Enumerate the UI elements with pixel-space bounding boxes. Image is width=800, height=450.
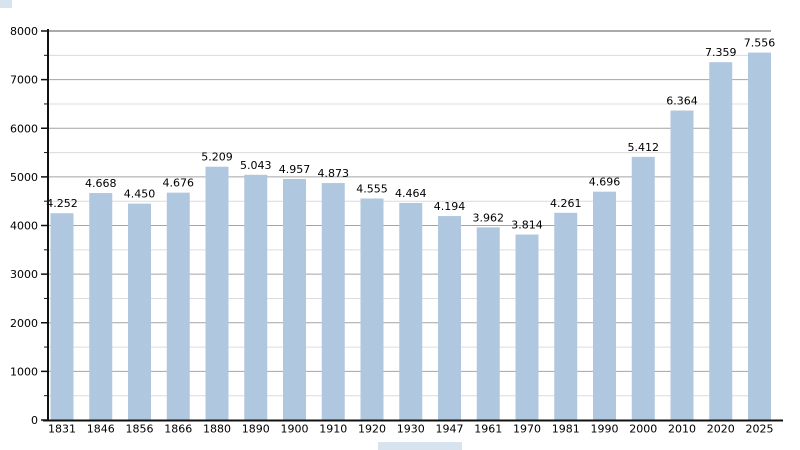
y-tick-label: 8000 bbox=[10, 25, 38, 38]
bar bbox=[50, 213, 74, 420]
bar-value-label: 3.814 bbox=[511, 219, 543, 232]
x-tick-label: 2010 bbox=[668, 423, 696, 436]
bar-value-label: 5.209 bbox=[201, 151, 233, 164]
x-tick-label: 1981 bbox=[552, 423, 580, 436]
bar-value-label: 4.194 bbox=[434, 200, 466, 213]
bar bbox=[670, 110, 694, 420]
bar bbox=[128, 203, 151, 420]
x-tick-label: 2020 bbox=[707, 423, 735, 436]
x-tick-label: 1831 bbox=[48, 423, 76, 436]
y-tick-label: 7000 bbox=[10, 74, 38, 87]
bar-value-label: 4.873 bbox=[318, 167, 350, 180]
y-tick-label: 2000 bbox=[10, 317, 38, 330]
x-tick-label: 1890 bbox=[242, 423, 270, 436]
bar-value-label: 5.043 bbox=[240, 159, 272, 172]
bar bbox=[593, 191, 616, 420]
bar bbox=[554, 212, 578, 420]
bar bbox=[321, 183, 345, 420]
bar-value-label: 4.676 bbox=[163, 177, 195, 190]
bar bbox=[748, 52, 771, 420]
bar-value-label: 4.252 bbox=[46, 197, 78, 210]
y-tick-label: 6000 bbox=[10, 122, 38, 135]
bar bbox=[631, 156, 655, 421]
x-tick-label: 1970 bbox=[513, 423, 541, 436]
y-tick-label: 1000 bbox=[10, 365, 38, 378]
bar-value-label: 4.957 bbox=[279, 163, 311, 176]
bar bbox=[205, 166, 229, 420]
bar-value-label: 4.696 bbox=[589, 176, 621, 189]
bar-value-label: 7.359 bbox=[705, 46, 737, 59]
y-tick-label: 0 bbox=[31, 414, 38, 427]
bar bbox=[244, 174, 268, 420]
bar-value-label: 7.556 bbox=[744, 37, 776, 50]
x-tick-label: 1856 bbox=[126, 423, 154, 436]
bar bbox=[476, 227, 500, 420]
y-tick-label: 3000 bbox=[10, 268, 38, 281]
bar-value-label: 4.261 bbox=[550, 197, 582, 210]
x-tick-label: 1880 bbox=[203, 423, 231, 436]
bar-value-label: 5.412 bbox=[628, 141, 660, 154]
bar-value-label: 4.668 bbox=[85, 177, 117, 190]
bar-value-label: 4.450 bbox=[124, 188, 156, 201]
bar bbox=[709, 62, 733, 420]
bar-value-label: 3.962 bbox=[473, 211, 505, 224]
x-tick-label: 1910 bbox=[319, 423, 347, 436]
x-tick-label: 1846 bbox=[87, 423, 115, 436]
x-tick-label: 2025 bbox=[746, 423, 774, 436]
bar-value-label: 4.464 bbox=[395, 187, 427, 200]
bar bbox=[360, 198, 384, 420]
x-tick-label: 1920 bbox=[358, 423, 386, 436]
x-tick-label: 1930 bbox=[397, 423, 425, 436]
x-tick-label: 1866 bbox=[164, 423, 192, 436]
bar bbox=[89, 193, 113, 420]
y-tick-label: 4000 bbox=[10, 220, 38, 233]
x-tick-label: 1961 bbox=[474, 423, 502, 436]
x-tick-label: 1990 bbox=[591, 423, 619, 436]
bar bbox=[399, 202, 423, 420]
bar bbox=[438, 216, 461, 420]
x-tick-label: 1947 bbox=[436, 423, 464, 436]
bar-value-label: 4.555 bbox=[356, 183, 388, 196]
bar bbox=[515, 234, 539, 420]
x-tick-label: 1900 bbox=[281, 423, 309, 436]
bar bbox=[283, 178, 306, 420]
y-tick-label: 5000 bbox=[10, 171, 38, 184]
x-tick-label: 2000 bbox=[629, 423, 657, 436]
bar bbox=[166, 192, 190, 420]
bar-value-label: 6.364 bbox=[666, 95, 698, 108]
